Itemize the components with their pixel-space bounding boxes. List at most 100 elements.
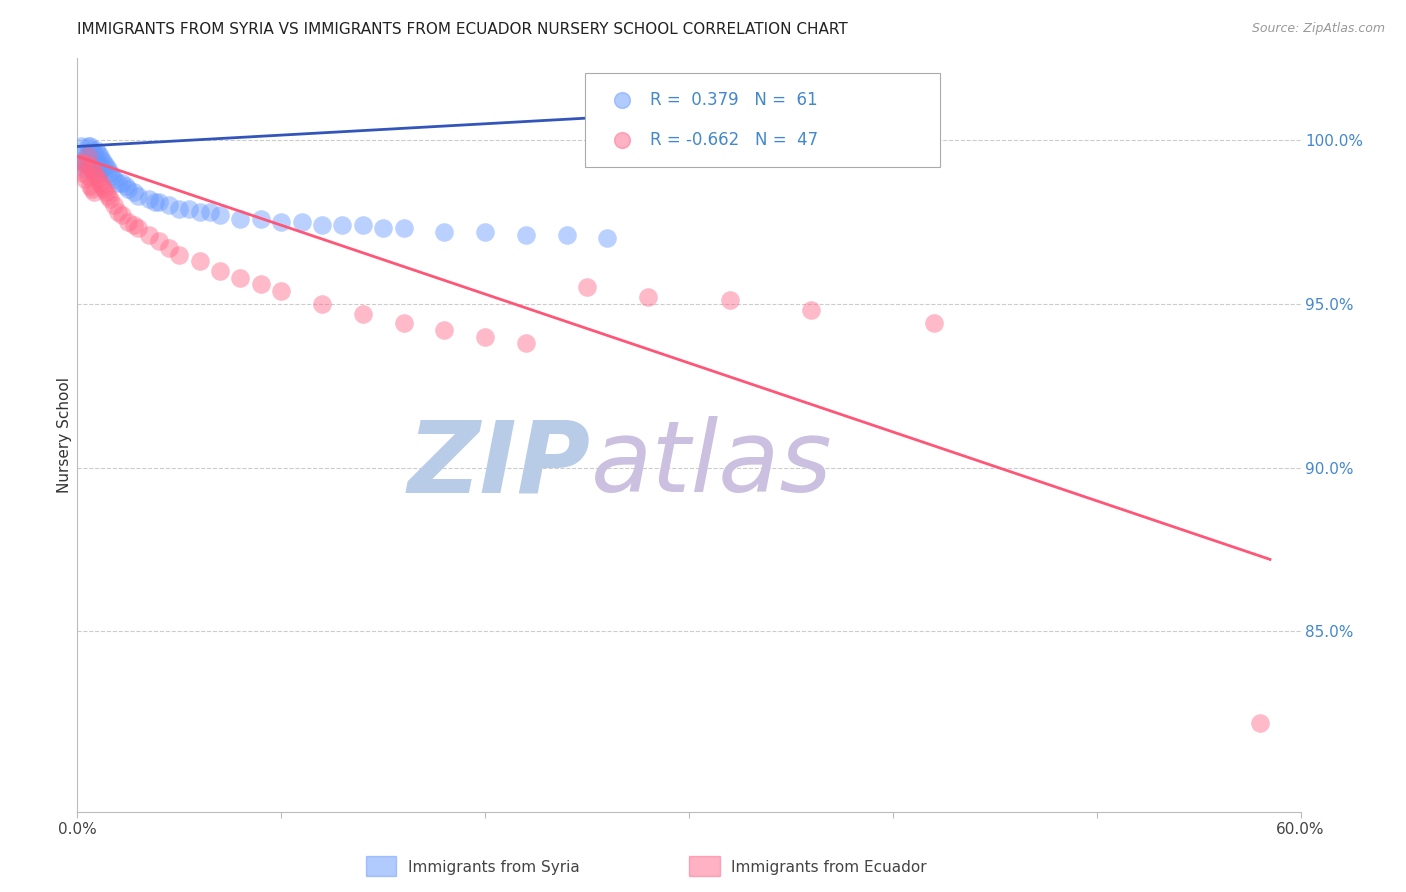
Point [148, 195, 170, 210]
Point [198, 205, 221, 219]
Point [90, 153, 112, 167]
Point [98, 192, 121, 206]
Point [87, 156, 110, 170]
Point [98, 166, 121, 180]
Point [101, 169, 124, 183]
Point [90, 162, 112, 177]
Point [270, 284, 292, 298]
Point [72, 166, 94, 180]
Point [576, 280, 599, 294]
Point [83, 146, 105, 161]
Point [229, 211, 252, 226]
Point [79, 149, 101, 163]
Point [973, 317, 995, 331]
Point [79, 178, 101, 193]
FancyBboxPatch shape [585, 73, 939, 168]
Point [80, 153, 103, 167]
Point [79, 139, 101, 153]
Point [718, 293, 741, 308]
Point [87, 166, 110, 180]
Point [79, 159, 101, 173]
Point [84, 169, 107, 183]
Point [169, 247, 191, 261]
Point [800, 303, 823, 318]
Point [332, 218, 354, 232]
Point [433, 323, 456, 337]
Text: R = -0.662   N =  47: R = -0.662 N = 47 [650, 131, 818, 149]
Point [250, 211, 273, 226]
Point [87, 172, 110, 186]
Point [311, 297, 333, 311]
Point [637, 290, 659, 304]
Point [138, 192, 160, 206]
Y-axis label: Nursery School: Nursery School [56, 376, 72, 493]
Point [80, 143, 103, 157]
Point [80, 162, 103, 177]
Point [94, 186, 117, 200]
Point [392, 317, 415, 331]
Point [124, 218, 146, 232]
Point [117, 215, 139, 229]
Point [87, 146, 110, 161]
Point [188, 254, 211, 268]
Point [75, 156, 97, 170]
Point [72, 146, 94, 161]
Point [311, 218, 333, 232]
Point [138, 227, 160, 242]
Point [515, 336, 537, 351]
Text: IMMIGRANTS FROM SYRIA VS IMMIGRANTS FROM ECUADOR NURSERY SCHOOL CORRELATION CHAR: IMMIGRANTS FROM SYRIA VS IMMIGRANTS FROM… [77, 22, 848, 37]
Point [83, 156, 105, 170]
Text: Immigrants from Ecuador: Immigrants from Ecuador [731, 860, 927, 874]
Point [97, 188, 120, 202]
Point [209, 264, 232, 278]
Point [111, 208, 134, 222]
Point [392, 221, 415, 235]
Point [70, 156, 93, 170]
Point [291, 215, 314, 229]
Point [93, 182, 115, 196]
Point [83, 186, 105, 200]
Point [555, 227, 578, 242]
Point [72, 153, 94, 167]
Text: Immigrants from Syria: Immigrants from Syria [408, 860, 579, 874]
Point [1249, 716, 1271, 731]
Point [270, 215, 292, 229]
Point [103, 198, 125, 212]
Point [148, 235, 170, 249]
Point [111, 176, 134, 190]
Point [76, 169, 98, 183]
Point [94, 159, 117, 173]
Point [90, 178, 112, 193]
Point [143, 195, 166, 210]
Point [84, 143, 107, 157]
Text: Source: ZipAtlas.com: Source: ZipAtlas.com [1251, 22, 1385, 36]
Point [124, 186, 146, 200]
Point [70, 139, 93, 153]
Point [75, 162, 97, 177]
Point [79, 159, 101, 173]
Point [80, 162, 103, 177]
Point [250, 277, 273, 291]
Point [84, 162, 107, 177]
Point [117, 182, 139, 196]
Point [596, 231, 619, 245]
Point [107, 205, 129, 219]
Point [76, 156, 98, 170]
Point [973, 490, 995, 504]
Point [76, 149, 98, 163]
Point [371, 221, 394, 235]
Point [157, 198, 180, 212]
Point [209, 208, 232, 222]
Point [89, 149, 111, 163]
Point [229, 270, 252, 285]
Text: ZIP: ZIP [408, 417, 591, 514]
Point [97, 162, 120, 177]
Point [157, 241, 180, 255]
Point [107, 176, 129, 190]
Point [474, 225, 496, 239]
Point [352, 307, 374, 321]
Point [352, 218, 374, 232]
Point [128, 221, 150, 235]
Point [128, 188, 150, 202]
Point [76, 139, 98, 153]
